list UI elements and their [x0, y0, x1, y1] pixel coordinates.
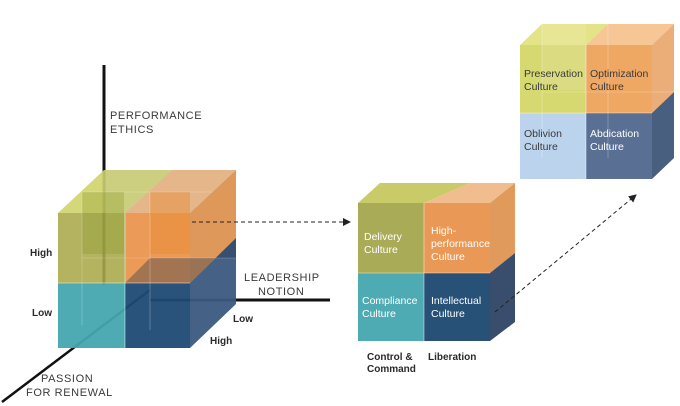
delivery-culture-line-1: Delivery	[364, 231, 403, 243]
horizontal-axis-label-1: LEADERSHIP	[244, 272, 320, 284]
high-performance-culture-line-3: Culture	[431, 251, 465, 263]
optimization-culture-line-1: Optimization	[590, 68, 649, 80]
control-command-label-1: Control &	[367, 352, 413, 363]
high-performance-culture-line-1: High-	[431, 225, 457, 237]
middle-cube	[358, 183, 515, 341]
liberation-label: Liberation	[428, 352, 476, 363]
oblivion-culture-line-2: Culture	[524, 141, 558, 153]
diagonal-axis-label-2: FOR RENEWAL	[26, 387, 113, 399]
optimization-culture-line-2: Culture	[590, 81, 624, 93]
vertical-axis-label-1: PERFORMANCE	[110, 110, 202, 122]
preservation-culture-line-2: Culture	[524, 81, 558, 93]
compliance-culture-line-1: Compliance	[362, 295, 418, 307]
dashed-arrow-middle-to-right	[494, 194, 637, 313]
left-cube	[58, 170, 236, 348]
abdication-culture-line-2: Culture	[590, 141, 624, 153]
intellectual-culture-line-1: Intellectual	[431, 295, 481, 307]
high-performance-culture-line-2: performance	[431, 238, 490, 250]
diagonal-axis-label-1: PASSION	[41, 373, 93, 385]
control-command-label-2: Command	[367, 364, 416, 375]
left-cube-front-high-label: High	[210, 336, 232, 347]
left-cube-high-label: High	[30, 248, 52, 259]
delivery-culture-line-2: Culture	[364, 244, 398, 256]
right-cube	[520, 24, 674, 179]
compliance-culture-line-2: Culture	[362, 308, 396, 320]
preservation-culture-line-1: Preservation	[524, 68, 583, 80]
horizontal-axis-label-2: NOTION	[258, 286, 304, 298]
left-cube-front-low-label: Low	[233, 314, 253, 325]
oblivion-culture-line-1: Oblivion	[524, 128, 562, 140]
abdication-culture-line-1: Abdication	[590, 128, 639, 140]
left-cube-low-label: Low	[32, 308, 52, 319]
vertical-axis-label-2: ETHICS	[110, 124, 154, 136]
intellectual-culture-line-2: Culture	[431, 308, 465, 320]
